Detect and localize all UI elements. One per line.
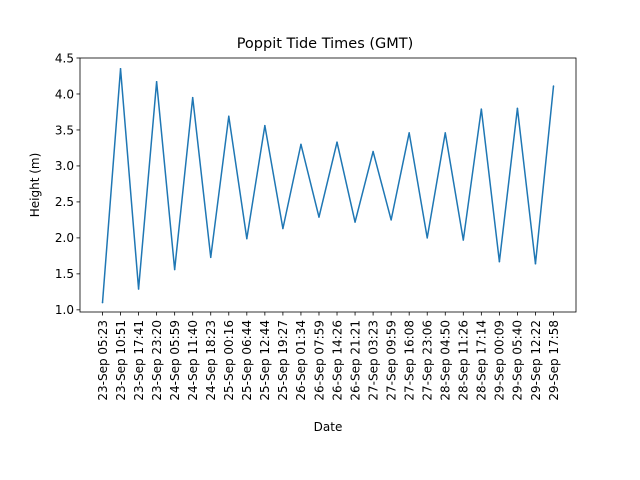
x-axis-title: Date [314, 420, 343, 434]
data-point [534, 263, 537, 265]
y-tick-label: 3.0 [55, 159, 74, 173]
x-tick-label: 29-Sep 05:40 [511, 320, 525, 401]
x-tick-label: 23-Sep 10:51 [114, 320, 128, 401]
data-point [390, 219, 392, 221]
plot-series [101, 68, 555, 304]
data-point [336, 141, 338, 143]
y-tick-label: 1.5 [55, 267, 74, 281]
x-tick-label: 25-Sep 06:44 [240, 320, 254, 401]
x-tick-label: 28-Sep 11:26 [457, 320, 471, 401]
data-point [155, 80, 158, 83]
data-point [372, 150, 374, 153]
chart-title: Poppit Tide Times (GMT) [237, 36, 414, 52]
data-point [119, 68, 122, 70]
data-point [246, 237, 248, 240]
x-tick-label: 24-Sep 05:59 [168, 320, 182, 401]
x-tick-label: 26-Sep 07:59 [312, 320, 326, 401]
x-tick-label: 27-Sep 16:08 [402, 320, 416, 401]
y-tick-label: 2.5 [55, 195, 74, 209]
x-tick-label: 29-Sep 00:09 [493, 320, 507, 401]
x-tick-label: 25-Sep 19:27 [276, 320, 290, 401]
y-tick-label: 1.0 [55, 303, 74, 317]
x-tick-label: 24-Sep 18:23 [204, 320, 218, 401]
x-tick-label: 26-Sep 14:26 [330, 320, 344, 401]
x-tick-label: 23-Sep 05:23 [96, 320, 110, 401]
y-tick-label: 4.5 [55, 51, 74, 65]
y-axis: 1.0 1.5 2.0 2.5 3.0 3.5 4.0 4.5 [55, 51, 80, 317]
data-point [498, 260, 501, 263]
data-point [137, 288, 140, 290]
x-tick-label: 29-Sep 17:58 [547, 320, 561, 401]
x-tick-label: 27-Sep 23:06 [421, 320, 435, 401]
x-tick-label: 24-Sep 11:40 [186, 320, 200, 401]
data-point [552, 85, 555, 87]
x-axis: 23-Sep 05:23 23-Sep 10:51 23-Sep 17:41 23-S… [96, 312, 561, 401]
data-point [318, 216, 320, 218]
y-tick-label: 4.0 [55, 87, 74, 101]
data-point [209, 256, 212, 259]
series-line [101, 68, 555, 303]
data-point [300, 143, 302, 146]
data-point [173, 268, 176, 271]
y-tick-label: 3.5 [55, 123, 74, 137]
x-tick-label: 25-Sep 00:16 [222, 320, 236, 401]
data-point [264, 124, 266, 127]
x-tick-label: 26-Sep 01:34 [294, 320, 308, 401]
data-point [462, 239, 465, 241]
x-tick-label: 27-Sep 03:23 [366, 320, 380, 401]
x-tick-label: 23-Sep 17:41 [132, 320, 146, 401]
data-point [282, 227, 284, 230]
x-tick-label: 27-Sep 09:59 [384, 320, 398, 401]
data-point [354, 221, 356, 223]
y-axis-title: Height (m) [28, 153, 42, 218]
plot-frame [79, 57, 577, 313]
y-tick-label: 2.0 [55, 231, 74, 245]
data-point [444, 132, 447, 134]
x-tick-label: 28-Sep 04:50 [439, 320, 453, 401]
data-point [480, 108, 483, 110]
x-tick-label: 29-Sep 12:22 [529, 320, 543, 401]
data-point [408, 132, 410, 134]
data-point [191, 96, 194, 99]
data-point [228, 115, 230, 118]
data-point [516, 107, 519, 110]
data-point [426, 237, 428, 239]
x-tick-label: 28-Sep 17:14 [475, 320, 489, 401]
data-point [101, 301, 104, 304]
x-tick-label: 25-Sep 12:44 [258, 320, 272, 401]
x-tick-label: 23-Sep 23:20 [150, 320, 164, 401]
x-tick-label: 26-Sep 21:21 [348, 320, 362, 401]
